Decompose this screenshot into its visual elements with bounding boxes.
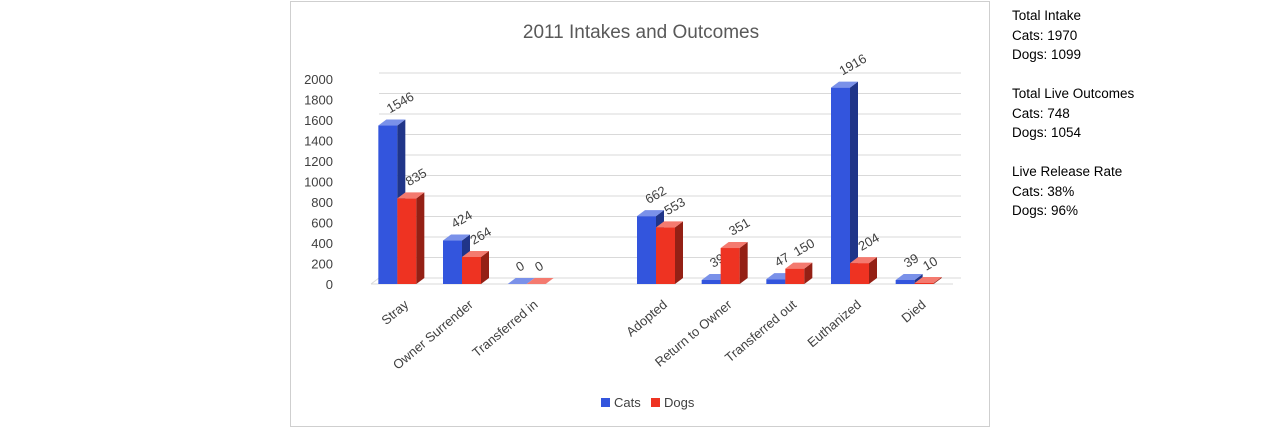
chart: 2011 Intakes and Outcomes 0 200 400 600 800 10… bbox=[304, 22, 961, 410]
legend-label-dogs: Dogs bbox=[664, 395, 695, 410]
bar-dogs-side bbox=[804, 262, 813, 284]
bar-dogs-top bbox=[914, 276, 942, 283]
x-category-label: Stray bbox=[378, 296, 411, 327]
total-live-outcomes-cats: Cats: 748 bbox=[1012, 105, 1070, 121]
x-category-label: Transferred in bbox=[469, 297, 540, 360]
bar-dogs-front bbox=[397, 198, 417, 284]
bar-dogs-top bbox=[785, 262, 813, 269]
live-release-rate-cats: Cats: 38% bbox=[1012, 183, 1075, 199]
x-category-label: Transferred out bbox=[722, 297, 800, 366]
y-tick-label: 1800 bbox=[304, 93, 333, 108]
bar-cats-front bbox=[895, 280, 915, 284]
y-tick-label: 1400 bbox=[304, 134, 333, 149]
total-live-outcomes-note: Total Live Outcomes Cats: 748 Dogs: 1054 bbox=[1012, 84, 1134, 143]
live-release-rate-note: Live Release Rate Cats: 38% Dogs: 96% bbox=[1012, 162, 1134, 221]
data-label-cats: 1916 bbox=[837, 51, 870, 78]
bar-dogs-front bbox=[914, 282, 934, 284]
bar-cats-top bbox=[831, 81, 858, 88]
y-tick-label: 800 bbox=[311, 195, 333, 210]
bar-cats-top bbox=[443, 234, 470, 241]
bar-dogs-top bbox=[397, 192, 425, 199]
legend-swatch-dogs bbox=[651, 398, 660, 407]
data-label-dogs: 264 bbox=[468, 224, 494, 248]
data-label-cats: 39 bbox=[901, 250, 921, 270]
bar-dogs-side bbox=[675, 221, 683, 284]
data-label-cats: 0 bbox=[513, 258, 527, 275]
y-tick-label: 600 bbox=[311, 216, 333, 231]
bar-dogs-top bbox=[526, 278, 554, 284]
bar-cats-front bbox=[701, 280, 721, 284]
bar-cats-front bbox=[831, 87, 850, 284]
bar-cats-side bbox=[850, 81, 858, 284]
total-live-outcomes-heading: Total Live Outcomes bbox=[1012, 86, 1135, 101]
bar-cats-front bbox=[766, 279, 786, 284]
bar-cats-top bbox=[378, 119, 406, 126]
bar-dogs-front bbox=[656, 227, 675, 284]
bar-dogs-side bbox=[481, 250, 489, 284]
total-intake-cats: Cats: 1970 bbox=[1012, 27, 1078, 43]
data-label-dogs: 0 bbox=[532, 258, 546, 275]
legend-swatch-cats bbox=[601, 398, 610, 407]
data-label-dogs: 10 bbox=[920, 253, 940, 273]
data-label-cats: 47 bbox=[772, 250, 792, 270]
legend-label-cats: Cats bbox=[614, 395, 641, 410]
live-release-rate-heading: Live Release Rate bbox=[1012, 164, 1123, 179]
side-notes: Total Intake Cats: 1970 Dogs: 1099 Total… bbox=[1012, 6, 1134, 240]
bar-dogs-top bbox=[850, 257, 877, 264]
y-tick-label: 400 bbox=[311, 236, 333, 251]
bar-dogs-side bbox=[869, 257, 877, 284]
total-intake-heading: Total Intake bbox=[1012, 8, 1082, 23]
y-tick-label: 1600 bbox=[304, 113, 333, 128]
total-intake-note: Total Intake Cats: 1970 Dogs: 1099 bbox=[1012, 6, 1134, 65]
x-category-label: Euthanized bbox=[804, 297, 863, 350]
bar-dogs-front bbox=[850, 263, 869, 284]
bar-dogs-side bbox=[739, 242, 748, 284]
chart-frame: 2011 Intakes and Outcomes 0 200 400 600 800 10… bbox=[290, 1, 990, 427]
y-tick-label: 200 bbox=[311, 257, 333, 272]
y-tick-label: 2000 bbox=[304, 72, 333, 87]
bar-cats-front bbox=[378, 125, 398, 284]
data-label-cats: 1546 bbox=[384, 89, 417, 116]
chart-title: 2011 Intakes and Outcomes bbox=[523, 22, 759, 43]
data-label-dogs: 204 bbox=[856, 230, 882, 254]
bar-dogs-top bbox=[656, 221, 683, 228]
total-live-outcomes-dogs: Dogs: 1054 bbox=[1012, 125, 1082, 140]
data-label-dogs: 150 bbox=[791, 235, 817, 259]
bar-dogs-front bbox=[785, 268, 805, 284]
floor-edge bbox=[370, 277, 380, 285]
x-category-label: Adopted bbox=[623, 297, 670, 340]
live-release-rate-dogs: Dogs: 96% bbox=[1012, 203, 1079, 218]
bar-dogs-top bbox=[462, 250, 489, 257]
bar-cats-front bbox=[443, 240, 462, 284]
x-category-label: Died bbox=[898, 297, 928, 326]
bar-dogs-side bbox=[933, 276, 942, 284]
y-tick-label: 1200 bbox=[304, 154, 333, 169]
bar-dogs-front bbox=[720, 248, 740, 284]
data-label-dogs: 835 bbox=[403, 165, 429, 189]
bar-dogs-side bbox=[416, 192, 425, 284]
bar-cats-top bbox=[637, 210, 664, 217]
y-tick-label: 1000 bbox=[304, 175, 333, 190]
total-intake-dogs: Dogs: 1099 bbox=[1012, 47, 1082, 62]
y-tick-label: 0 bbox=[326, 277, 333, 292]
data-label-cats: 424 bbox=[449, 207, 475, 231]
bar-dogs-front bbox=[462, 256, 481, 284]
bar-cats-top bbox=[507, 278, 535, 284]
data-label-dogs: 351 bbox=[726, 215, 752, 239]
bar-cats-top bbox=[895, 274, 923, 281]
bar-cats-front bbox=[637, 216, 656, 284]
bar-dogs-top bbox=[720, 242, 748, 249]
